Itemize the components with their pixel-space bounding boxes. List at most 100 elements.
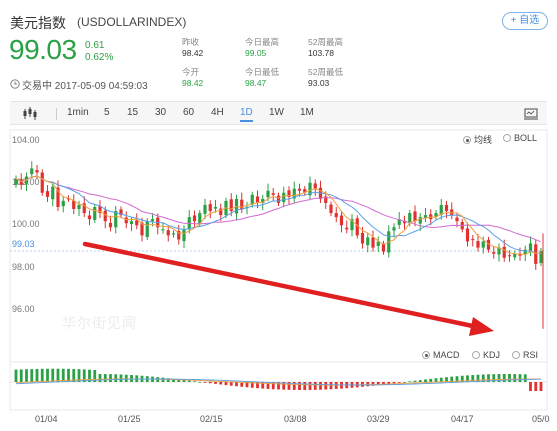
macd-bar bbox=[282, 382, 286, 390]
candle-body bbox=[308, 182, 312, 196]
option-label: KDJ bbox=[483, 350, 501, 360]
macd-bar bbox=[319, 382, 322, 390]
candle-body bbox=[77, 204, 81, 210]
stat-value: 98.47 bbox=[245, 78, 267, 88]
add-watchlist-button[interactable]: + 自选 bbox=[502, 12, 548, 30]
clock-icon bbox=[10, 79, 20, 89]
macd-bar bbox=[418, 380, 422, 382]
stat-label: 昨收 bbox=[182, 37, 200, 47]
macd-bar bbox=[387, 382, 391, 384]
candle-body bbox=[313, 183, 317, 189]
candle-body bbox=[539, 251, 543, 264]
macd-bar bbox=[14, 369, 18, 382]
period-4h[interactable]: 4H bbox=[211, 107, 224, 118]
overlay-boll-option[interactable]: BOLL bbox=[503, 133, 537, 143]
candle-body bbox=[98, 206, 102, 214]
macd-bar bbox=[277, 382, 280, 390]
macd-bar bbox=[51, 368, 55, 382]
candle-body bbox=[381, 243, 386, 252]
macd-bar bbox=[313, 382, 317, 390]
y-tick-label: 104.00 bbox=[12, 135, 40, 145]
macd-bar bbox=[56, 368, 60, 382]
macd-bar bbox=[392, 382, 396, 384]
macd-bar bbox=[98, 374, 102, 382]
candle-body bbox=[198, 213, 202, 224]
candle-body bbox=[486, 239, 491, 250]
macd-bar bbox=[382, 382, 385, 385]
period-1w[interactable]: 1W bbox=[269, 107, 284, 118]
macd-bar bbox=[455, 376, 459, 382]
macd-bar bbox=[224, 382, 228, 386]
macd-bar bbox=[235, 382, 238, 387]
macd-bar bbox=[471, 375, 475, 382]
candle-body bbox=[108, 222, 113, 228]
candle-body bbox=[297, 188, 302, 191]
plot-frame bbox=[9, 129, 548, 411]
macd-bar bbox=[466, 375, 469, 382]
macd-bar bbox=[25, 369, 28, 382]
candle-body bbox=[129, 221, 134, 225]
period-5[interactable]: 5 bbox=[104, 107, 110, 118]
candle-body bbox=[255, 196, 260, 203]
y-tick-label: 100.00 bbox=[12, 219, 40, 229]
macd-bar bbox=[109, 374, 112, 382]
macd-bar bbox=[250, 382, 254, 388]
candle-body bbox=[276, 195, 281, 203]
candle-body bbox=[513, 253, 517, 258]
last-price: 99.03 bbox=[9, 34, 77, 65]
candle-body bbox=[261, 198, 265, 203]
radio-selected-icon bbox=[422, 351, 430, 359]
macd-bar bbox=[529, 382, 532, 391]
period-1min[interactable]: 1min bbox=[67, 107, 89, 118]
screenshot-icon[interactable] bbox=[524, 108, 538, 120]
macd-bar bbox=[193, 381, 196, 383]
overlay-ma-option[interactable]: 均线 bbox=[463, 133, 492, 146]
macd-bar bbox=[203, 382, 207, 383]
stat-label: 52周最高 bbox=[308, 37, 343, 47]
macd-bar bbox=[182, 379, 186, 382]
option-label: RSI bbox=[523, 350, 539, 360]
x-tick-label: 02/15 bbox=[200, 414, 223, 424]
candle-body bbox=[103, 210, 107, 222]
indicator-macd-option[interactable]: MACD bbox=[422, 350, 460, 360]
candle-body bbox=[240, 199, 244, 210]
candle-body bbox=[208, 204, 212, 212]
candle-body bbox=[397, 219, 401, 225]
macd-bar bbox=[30, 369, 34, 382]
macd-bar bbox=[445, 377, 448, 382]
stat-value: 98.42 bbox=[182, 78, 204, 88]
macd-bar bbox=[502, 374, 506, 382]
period-15[interactable]: 15 bbox=[127, 107, 139, 118]
candle-body bbox=[45, 191, 50, 197]
macd-bar bbox=[219, 382, 223, 385]
trading-status: 交易中 2017-05-09 04:59:03 bbox=[22, 81, 148, 92]
candle-body bbox=[140, 222, 144, 236]
period-30[interactable]: 30 bbox=[155, 107, 167, 118]
stat-52w-high: 52周最高 103.78 bbox=[308, 37, 343, 59]
period-1m[interactable]: 1M bbox=[300, 107, 314, 118]
indicator-rsi-option[interactable]: RSI bbox=[512, 350, 538, 360]
candle-body bbox=[72, 200, 76, 210]
candle-body bbox=[303, 189, 307, 193]
indicator-kdj-option[interactable]: KDJ bbox=[472, 350, 500, 360]
macd-bar bbox=[371, 382, 375, 386]
option-label: 均线 bbox=[474, 135, 493, 145]
candle-body bbox=[161, 229, 165, 231]
candle-body bbox=[439, 204, 443, 215]
change-percent: 0.62% bbox=[85, 52, 114, 63]
candlestick-type-icon[interactable] bbox=[22, 107, 38, 121]
period-1d[interactable]: 1D bbox=[240, 107, 253, 122]
macd-bar bbox=[324, 382, 328, 390]
candle-body bbox=[266, 190, 270, 198]
macd-bar bbox=[508, 374, 511, 382]
stat-value: 99.05 bbox=[245, 48, 267, 58]
trend-arrow-head bbox=[469, 317, 494, 336]
candle-body bbox=[166, 230, 170, 236]
stat-open: 今开 98.42 bbox=[182, 67, 203, 89]
period-60[interactable]: 60 bbox=[183, 107, 195, 118]
macd-bar bbox=[229, 382, 233, 386]
macd-bar bbox=[77, 369, 81, 382]
candle-body bbox=[518, 253, 522, 256]
candle-body bbox=[40, 172, 44, 193]
